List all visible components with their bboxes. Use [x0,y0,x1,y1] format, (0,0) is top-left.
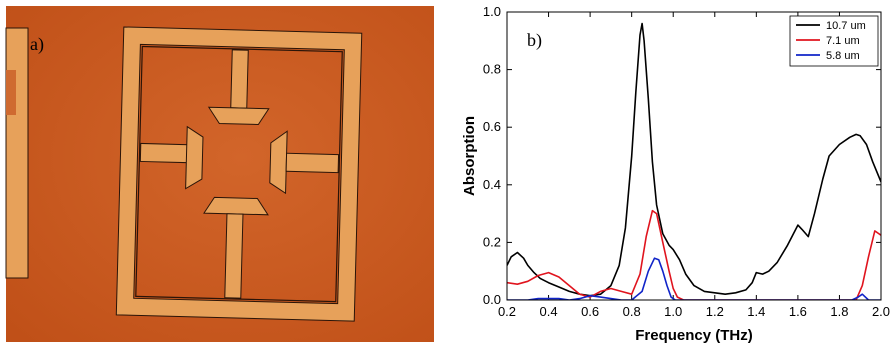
series-line-1 [507,209,881,300]
tick-labels: 0.2 0.4 0.6 0.8 1.0 1.2 1.4 1.6 1.8 2.00.00.20.40… [483,4,890,319]
left-plate [185,125,204,190]
bottom-plate [203,196,269,216]
y-tick-label: 0.8 [483,62,501,77]
x-tick-label: 0.8 [623,304,641,319]
panel-a-label: a) [30,34,44,55]
bottom-arm [224,213,244,299]
panel-b-label: b) [527,30,542,51]
x-tick-label: 0.2 [498,304,516,319]
top-plate [207,106,270,126]
inner-square [135,45,343,303]
y-tick-label: 1.0 [483,4,501,19]
x-tick-label: 0.6 [581,304,599,319]
absorption-chart: 0.2 0.4 0.6 0.8 1.0 1.2 1.4 1.6 1.8 2.00.00.20.40… [461,4,890,344]
metamaterial-unit-cell [115,26,363,322]
legend: 10.7 um 7.1 um 5.8 um [789,15,879,67]
legend-label: 7.1 um [826,35,860,47]
y-tick-label: 0.4 [483,177,501,192]
x-tick-label: 1.0 [664,304,682,319]
x-tick-label: 1.8 [830,304,848,319]
legend-label: 10.7 um [826,20,866,32]
micrograph-image: a) [5,6,434,342]
y-tick-label: 0.0 [483,292,501,307]
legend-box [789,15,879,67]
left-arm [139,142,190,164]
outer-frame [115,26,363,322]
y-tick-label: 0.6 [483,119,501,134]
micrograph-panel: a) [0,0,445,350]
y-tick-label: 0.2 [483,234,501,249]
x-axis-title: Frequency (THz) [635,327,753,344]
substrate [6,6,434,342]
top-arm [230,49,249,109]
x-tick-label: 1.2 [706,304,724,319]
x-tick-label: 1.6 [789,304,807,319]
y-axis-title: Absorption [461,116,478,196]
plot-frame [506,11,882,301]
neighbor-structure [5,27,29,279]
absorption-chart-panel: 0.2 0.4 0.6 0.8 1.0 1.2 1.4 1.6 1.8 2.0 0.0 0.2 0.4 0… [445,0,892,350]
x-tick-label: 0.4 [540,304,558,319]
series-line-0 [507,22,881,297]
legend-label: 5.8 um [826,50,860,62]
series-line-2 [507,257,881,300]
x-tick-label: 1.4 [747,304,765,319]
right-plate [269,130,288,195]
right-arm [285,152,340,174]
x-tick-label: 2.0 [872,304,890,319]
